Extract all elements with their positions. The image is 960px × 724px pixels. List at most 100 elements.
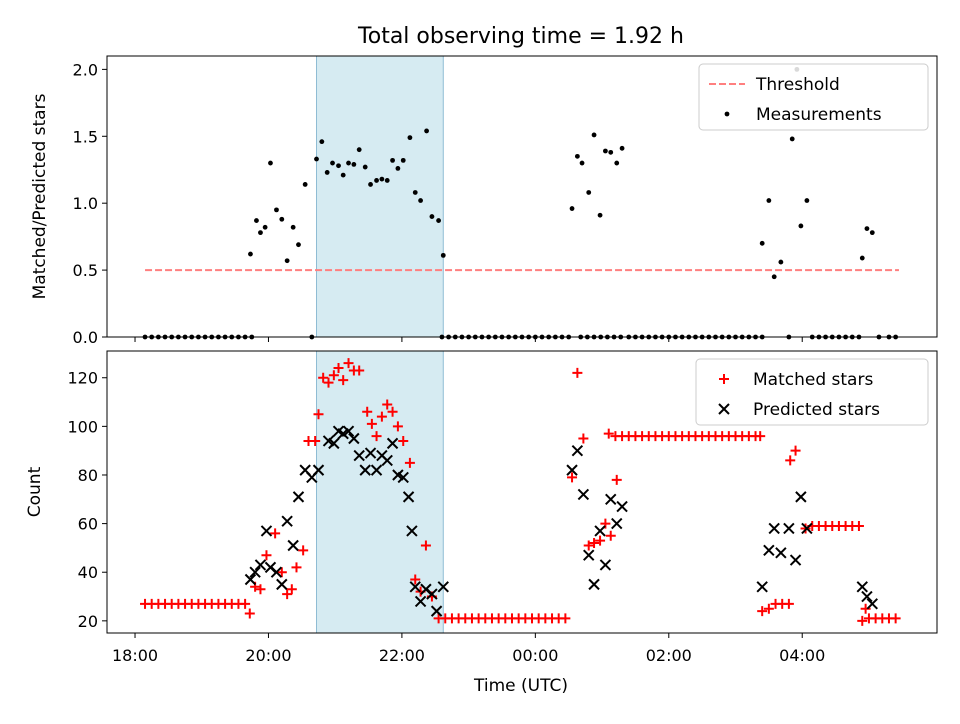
data-point — [323, 377, 334, 388]
data-point — [757, 606, 768, 617]
data-point — [869, 230, 875, 236]
x-tick-label: 02:00 — [646, 646, 692, 665]
data-point — [571, 444, 584, 457]
data-point — [595, 535, 606, 546]
data-point — [605, 530, 616, 541]
data-point — [333, 363, 344, 374]
y-tick-label: 60 — [78, 515, 98, 534]
data-point — [381, 454, 393, 467]
data-point — [330, 160, 335, 166]
data-point — [804, 198, 810, 203]
data-point — [362, 164, 368, 170]
data-point — [588, 578, 600, 591]
data-point — [591, 132, 597, 138]
data-point — [412, 190, 418, 195]
data-point — [763, 603, 774, 614]
data-point — [560, 613, 571, 624]
data-point — [390, 157, 395, 163]
data-point — [611, 474, 622, 485]
data-point — [397, 471, 409, 484]
data-point — [310, 435, 321, 446]
data-point — [414, 595, 427, 608]
data-point — [298, 545, 309, 556]
legend-box — [698, 63, 929, 131]
data-point — [759, 240, 765, 246]
data-point — [398, 435, 409, 446]
data-point — [255, 584, 266, 595]
data-point — [583, 540, 594, 551]
data-point — [789, 554, 802, 566]
data-point — [371, 431, 382, 442]
y-tick-label: 40 — [78, 563, 98, 582]
data-point — [755, 431, 766, 442]
data-point — [382, 399, 393, 410]
y-tick-label: 1.0 — [73, 194, 98, 213]
data-point — [578, 433, 589, 444]
y-axis-label: Count — [25, 466, 45, 517]
data-point — [353, 449, 365, 462]
legend-label: Matched stars — [753, 370, 873, 390]
data-point — [409, 581, 421, 593]
data-point — [312, 464, 325, 476]
data-point — [890, 613, 901, 624]
data-point — [603, 428, 614, 439]
data-point — [406, 525, 418, 537]
data-point — [778, 259, 784, 265]
data-point — [783, 598, 794, 609]
data-point — [282, 589, 293, 600]
data-point — [319, 139, 325, 145]
data-point — [789, 136, 795, 142]
data-point — [605, 493, 617, 506]
data-point — [856, 581, 868, 593]
y-tick-label: 0.5 — [73, 261, 98, 280]
y-tick-label: 0.0 — [73, 328, 98, 347]
data-point — [420, 540, 431, 551]
data-point — [404, 457, 415, 468]
data-point — [395, 166, 401, 171]
data-point — [572, 367, 583, 378]
data-point — [366, 418, 377, 429]
data-point — [346, 160, 351, 166]
data-point — [857, 615, 868, 626]
data-point — [594, 525, 606, 537]
data-point — [577, 488, 590, 501]
data-point — [436, 218, 441, 223]
data-point — [244, 573, 257, 586]
plot-frame — [106, 55, 938, 338]
data-point — [376, 411, 387, 422]
data-point — [262, 224, 268, 230]
data-point — [359, 464, 371, 476]
data-point — [302, 182, 308, 187]
data-point — [402, 491, 415, 503]
y-tick-label: 20 — [78, 612, 98, 631]
data-point — [768, 522, 780, 535]
data-point — [795, 491, 807, 503]
y-tick-label: 80 — [78, 466, 98, 485]
data-point — [775, 547, 787, 559]
data-point — [287, 539, 299, 552]
data-point — [254, 559, 267, 571]
data-point — [348, 432, 360, 445]
data-point — [566, 464, 578, 476]
data-point — [608, 149, 614, 155]
data-point — [254, 218, 259, 223]
data-point — [324, 170, 330, 175]
series-predicted-stars — [244, 425, 878, 617]
data-point — [270, 528, 281, 539]
data-point — [790, 445, 801, 456]
data-point — [384, 178, 390, 183]
data-point — [362, 406, 373, 417]
data-point — [589, 538, 600, 549]
data-point — [766, 198, 772, 203]
data-point — [351, 161, 357, 167]
data-point — [340, 172, 346, 178]
data-point — [756, 581, 768, 593]
data-point — [783, 522, 795, 535]
data-point — [785, 455, 796, 466]
data-point — [249, 566, 261, 578]
data-point — [268, 160, 273, 166]
data-point — [861, 590, 873, 603]
data-point — [426, 588, 438, 600]
y-tick-label: 120 — [67, 369, 98, 388]
